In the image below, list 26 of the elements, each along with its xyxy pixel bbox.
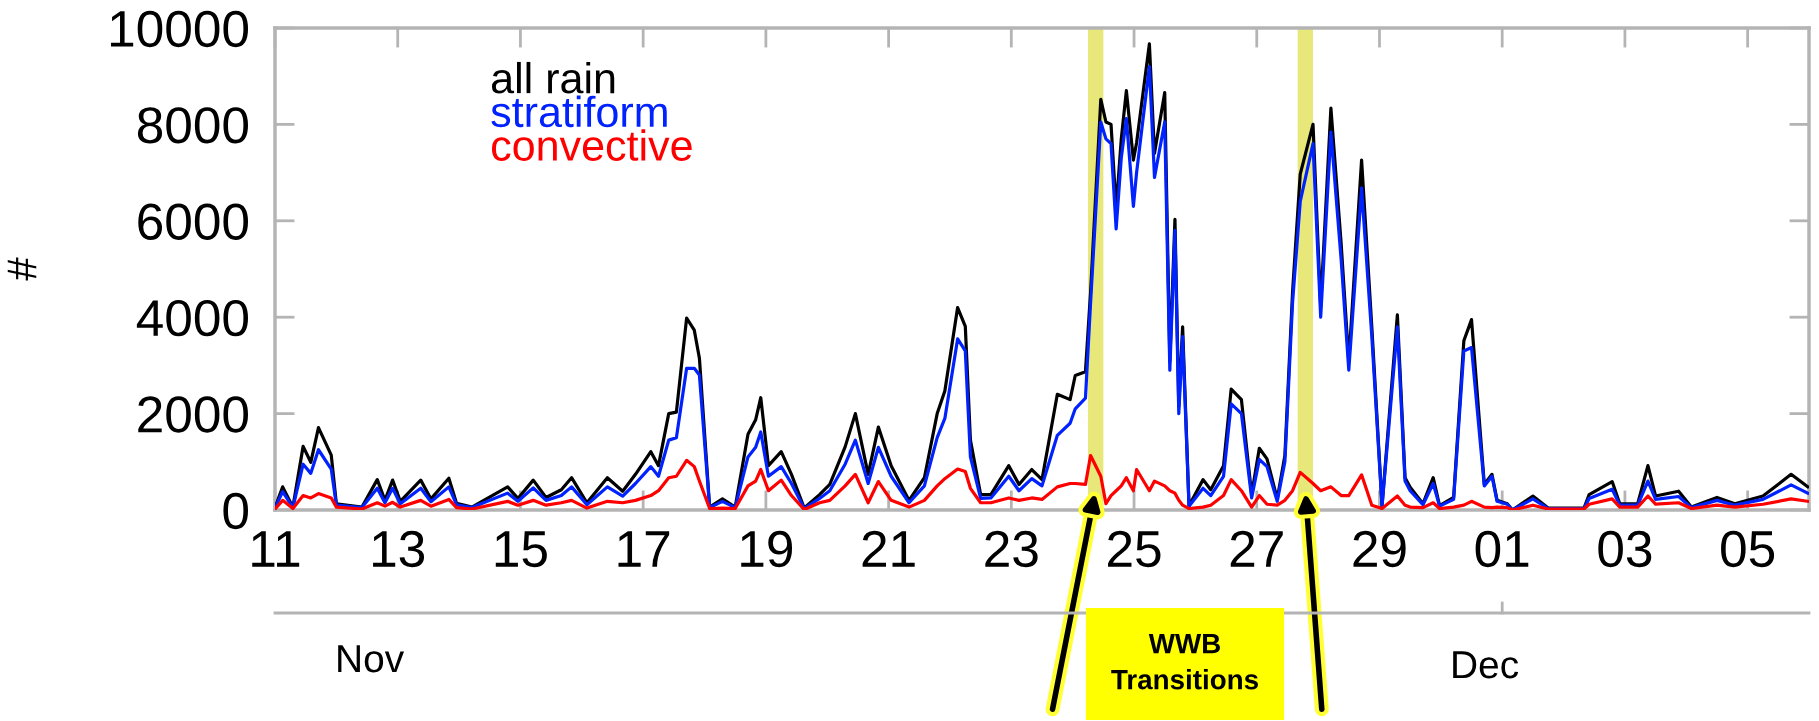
x-tick-label: 29 bbox=[1353, 530, 1406, 568]
x-tick-label: 15 bbox=[495, 531, 547, 568]
x-tick-label: 19 bbox=[741, 530, 793, 568]
x-tick-label: 21 bbox=[862, 530, 915, 567]
text: WWB Transitions bbox=[1111, 634, 1258, 690]
y-axis-title: # bbox=[7, 257, 37, 281]
x-tick-label: 03 bbox=[1598, 530, 1652, 568]
x-tick-label: 23 bbox=[985, 530, 1038, 568]
y-tick-label: 8000 bbox=[137, 107, 248, 144]
x-tick-label: 01 bbox=[1475, 530, 1529, 568]
text: all rain bbox=[491, 61, 615, 94]
text: Dec bbox=[1453, 651, 1519, 679]
y-tick-label: 2000 bbox=[138, 396, 248, 433]
x-tick-label: 25 bbox=[1108, 530, 1161, 568]
y-tick-label: 4000 bbox=[136, 299, 248, 337]
x-tick-label: 27 bbox=[1230, 530, 1283, 567]
text: stratiform bbox=[491, 95, 667, 128]
x-tick-label: 17 bbox=[618, 531, 670, 567]
x-tick-label: 13 bbox=[373, 530, 425, 568]
y-tick-label: 6000 bbox=[138, 203, 248, 240]
y-tick-label: 10000 bbox=[111, 10, 248, 48]
x-tick-label: 11 bbox=[252, 531, 300, 567]
text: convective bbox=[491, 129, 692, 161]
text: Nov bbox=[338, 645, 405, 673]
x-tick-label: 05 bbox=[1721, 530, 1775, 568]
y-tick-label: 0 bbox=[223, 492, 248, 530]
